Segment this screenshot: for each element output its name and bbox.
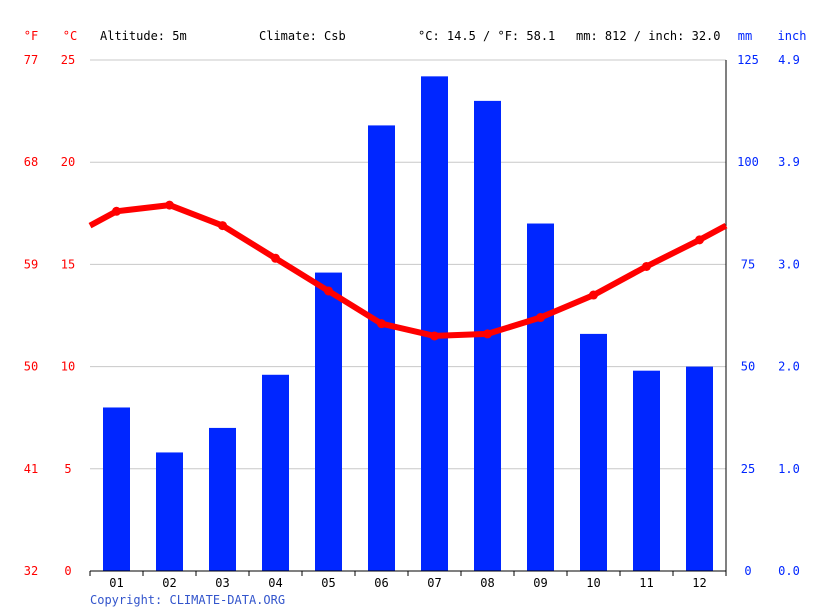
gridlines: [90, 59, 726, 470]
precipitation-bars: [103, 76, 713, 572]
mm-tick-label: 0: [744, 564, 751, 578]
month-label: 09: [533, 576, 547, 590]
inch-tick-label: 3.9: [778, 155, 800, 169]
month-label: 04: [268, 576, 282, 590]
inch-tick-label: 1.0: [778, 462, 800, 476]
axes: [90, 60, 727, 572]
temperature-point: [589, 290, 598, 300]
temperature-point: [483, 329, 492, 339]
precipitation-bar: [103, 407, 130, 571]
mm-tick-label: 25: [741, 462, 755, 476]
temperature-point: [695, 235, 704, 245]
month-label: 08: [480, 576, 494, 590]
inch-tick-label: 0.0: [778, 564, 800, 578]
unit-inch-label: inch: [778, 29, 807, 43]
precipitation-bar: [527, 223, 554, 571]
fahrenheit-tick-label: 50: [24, 360, 38, 374]
temperature-average-label: °C: 14.5 / °F: 58.1: [418, 29, 555, 43]
temperature-point: [430, 331, 439, 341]
month-label: 07: [427, 576, 441, 590]
temperature-point: [324, 286, 333, 296]
celsius-tick-label: 15: [61, 257, 75, 271]
month-label: 01: [109, 576, 123, 590]
mm-tick-label: 100: [737, 155, 759, 169]
unit-celsius-label: °C: [63, 29, 77, 43]
fahrenheit-tick-label: 59: [24, 257, 38, 271]
tick-labels: 32 0 0 0.041 5 25 1.050 10 50 2.059 15 75 3.068 20 100…: [24, 53, 800, 590]
precipitation-bar: [262, 374, 289, 571]
fahrenheit-tick-label: 41: [24, 462, 38, 476]
header: °F °C Altitude: 5m Climate: Csb °C: 14.5…: [24, 29, 807, 43]
precipitation-bar: [686, 366, 713, 571]
mm-tick-label: 125: [737, 53, 759, 67]
month-label: 02: [162, 576, 176, 590]
temperature-point: [218, 221, 227, 231]
temperature-polyline: [88, 202, 728, 339]
precipitation-bar: [633, 370, 660, 571]
celsius-tick-label: 5: [64, 462, 71, 476]
temperature-line: [88, 200, 728, 341]
copyright-link[interactable]: Copyright: CLIMATE-DATA.ORG: [90, 593, 285, 607]
precipitation-bar: [580, 333, 607, 571]
precipitation-total-label: mm: 812 / inch: 32.0: [576, 29, 721, 43]
mm-tick-label: 50: [741, 360, 755, 374]
month-label: 10: [586, 576, 600, 590]
inch-tick-label: 2.0: [778, 360, 800, 374]
celsius-tick-label: 10: [61, 360, 75, 374]
precipitation-bar: [368, 125, 395, 572]
precipitation-bar: [156, 452, 183, 571]
month-label: 05: [321, 576, 335, 590]
mm-tick-label: 75: [741, 257, 755, 271]
fahrenheit-tick-label: 77: [24, 53, 38, 67]
month-label: 12: [692, 576, 706, 590]
celsius-tick-label: 0: [64, 564, 71, 578]
inch-tick-label: 4.9: [778, 53, 800, 67]
inch-tick-label: 3.0: [778, 257, 800, 271]
altitude-label: Altitude: 5m: [100, 29, 187, 43]
unit-fahrenheit-label: °F: [24, 29, 38, 43]
precipitation-bar: [315, 272, 342, 571]
precipitation-bar: [421, 76, 448, 572]
celsius-tick-label: 20: [61, 155, 75, 169]
month-label: 03: [215, 576, 229, 590]
celsius-tick-label: 25: [61, 53, 75, 67]
temperature-point: [165, 200, 174, 210]
temperature-point: [112, 206, 121, 216]
temperature-point: [536, 313, 545, 323]
month-label: 11: [639, 576, 653, 590]
climate-label: Climate: Csb: [259, 29, 346, 43]
temperature-point: [642, 261, 651, 271]
temperature-point: [377, 319, 386, 329]
precipitation-bar: [209, 427, 236, 571]
unit-mm-label: mm: [738, 29, 752, 43]
month-label: 06: [374, 576, 388, 590]
temperature-point: [271, 253, 280, 263]
fahrenheit-tick-label: 68: [24, 155, 38, 169]
fahrenheit-tick-label: 32: [24, 564, 38, 578]
